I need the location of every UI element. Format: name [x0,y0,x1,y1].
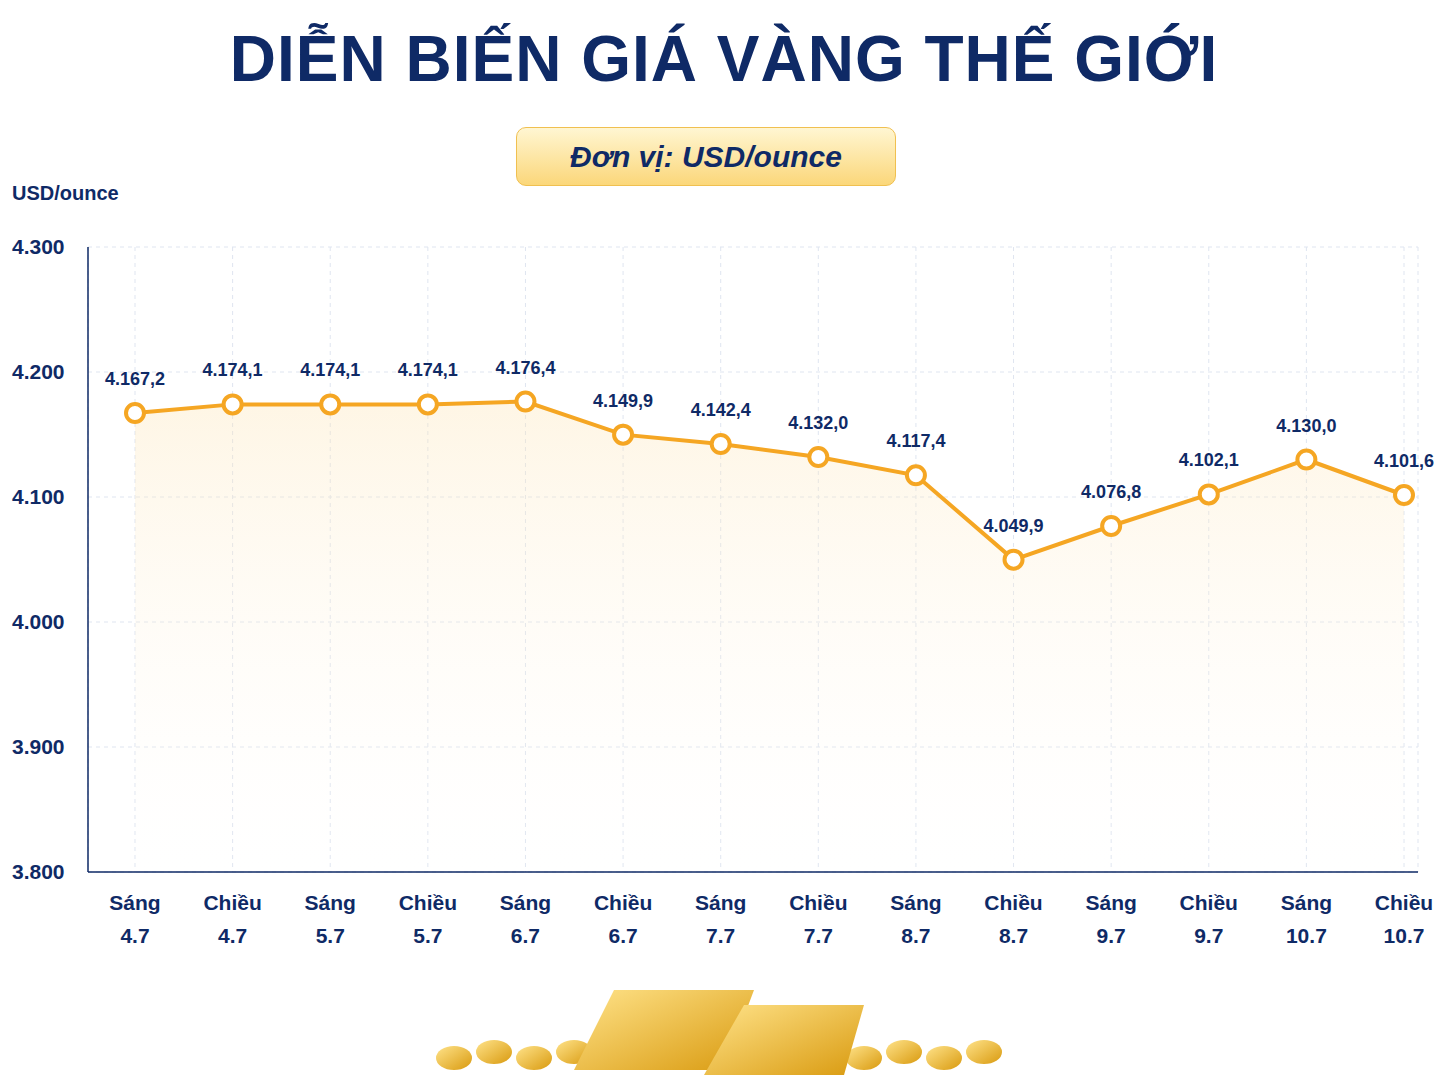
svg-text:4.300: 4.300 [12,235,65,258]
svg-text:Chiều7.7: Chiều7.7 [789,891,847,947]
svg-text:4.100: 4.100 [12,485,65,508]
svg-text:Sáng5.7: Sáng5.7 [305,891,356,947]
svg-text:4.167,2: 4.167,2 [105,369,165,389]
svg-text:Chiều10.7: Chiều10.7 [1375,891,1433,947]
svg-text:4.000: 4.000 [12,610,65,633]
svg-text:Sáng8.7: Sáng8.7 [890,891,941,947]
svg-text:4.142,4: 4.142,4 [691,400,751,420]
svg-text:Chiều9.7: Chiều9.7 [1180,891,1238,947]
html-text:DIỄN BIẾN GIÁ VÀNG THẾ GIỚI: DIỄN BIẾN GIÁ VÀNG THẾ GIỚI [229,23,1219,95]
html-text:Đơn vị: USD/ounce: Đơn vị: USD/ounce [570,139,842,173]
html-text:USD/ounce: USD/ounce [12,182,119,204]
svg-text:4.174,1: 4.174,1 [203,360,263,380]
svg-text:Chiều5.7: Chiều5.7 [399,891,457,947]
svg-text:4.200: 4.200 [12,360,65,383]
svg-text:4.101,6: 4.101,6 [1374,451,1434,471]
svg-text:Sáng6.7: Sáng6.7 [500,891,551,947]
svg-text:Chiều4.7: Chiều4.7 [203,891,261,947]
svg-text:3.900: 3.900 [12,735,65,758]
svg-text:4.176,4: 4.176,4 [495,358,555,378]
svg-text:4.149,9: 4.149,9 [593,391,653,411]
svg-text:4.102,1: 4.102,1 [1179,450,1239,470]
svg-text:Sáng10.7: Sáng10.7 [1281,891,1332,947]
svg-text:Sáng4.7: Sáng4.7 [109,891,160,947]
svg-text:4.076,8: 4.076,8 [1081,482,1141,502]
svg-text:Sáng7.7: Sáng7.7 [695,891,746,947]
svg-text:4.130,0: 4.130,0 [1276,416,1336,436]
svg-text:Chiều6.7: Chiều6.7 [594,891,652,947]
svg-text:Chiều8.7: Chiều8.7 [984,891,1042,947]
svg-text:4.174,1: 4.174,1 [398,360,458,380]
svg-text:4.132,0: 4.132,0 [788,413,848,433]
svg-text:4.049,9: 4.049,9 [984,516,1044,536]
svg-text:3.800: 3.800 [12,860,65,883]
svg-text:Sáng9.7: Sáng9.7 [1085,891,1136,947]
svg-text:4.174,1: 4.174,1 [300,360,360,380]
svg-text:4.117,4: 4.117,4 [886,431,945,451]
